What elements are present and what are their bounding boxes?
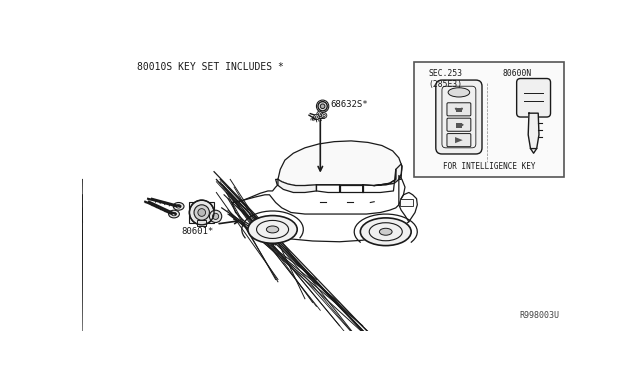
Bar: [189, 202, 214, 223]
Circle shape: [314, 114, 319, 120]
Text: SEC.253
(285E3): SEC.253 (285E3): [428, 69, 462, 89]
FancyBboxPatch shape: [447, 134, 471, 147]
Polygon shape: [374, 164, 402, 186]
Ellipse shape: [168, 210, 179, 218]
Text: 80600N: 80600N: [503, 69, 532, 78]
Circle shape: [317, 111, 322, 117]
FancyBboxPatch shape: [436, 80, 482, 154]
Ellipse shape: [266, 226, 279, 233]
Bar: [414, 62, 564, 177]
Polygon shape: [276, 179, 316, 192]
Circle shape: [194, 205, 209, 220]
Circle shape: [320, 104, 325, 109]
Circle shape: [189, 200, 214, 225]
Text: R998003U: R998003U: [519, 311, 559, 320]
Bar: [456, 123, 462, 128]
FancyBboxPatch shape: [516, 78, 550, 117]
FancyBboxPatch shape: [447, 118, 471, 131]
Ellipse shape: [248, 216, 297, 243]
Text: 80010S KEY SET INCLUDES *: 80010S KEY SET INCLUDES *: [137, 62, 284, 71]
Bar: [399, 199, 413, 206]
FancyBboxPatch shape: [447, 103, 471, 116]
Text: FOR INTELLIGENCE KEY: FOR INTELLIGENCE KEY: [443, 162, 536, 171]
Circle shape: [198, 209, 205, 217]
Text: 80601*: 80601*: [181, 227, 213, 236]
Ellipse shape: [448, 88, 470, 97]
Ellipse shape: [173, 202, 184, 210]
Ellipse shape: [360, 218, 411, 246]
Circle shape: [321, 113, 327, 118]
Circle shape: [209, 210, 221, 222]
Circle shape: [212, 213, 219, 219]
Ellipse shape: [380, 228, 392, 235]
Bar: [456, 108, 462, 112]
Polygon shape: [278, 141, 402, 186]
Circle shape: [318, 102, 327, 111]
Text: 68632S*: 68632S*: [330, 100, 368, 109]
Bar: [197, 220, 206, 226]
Polygon shape: [455, 137, 463, 143]
Polygon shape: [528, 113, 539, 148]
